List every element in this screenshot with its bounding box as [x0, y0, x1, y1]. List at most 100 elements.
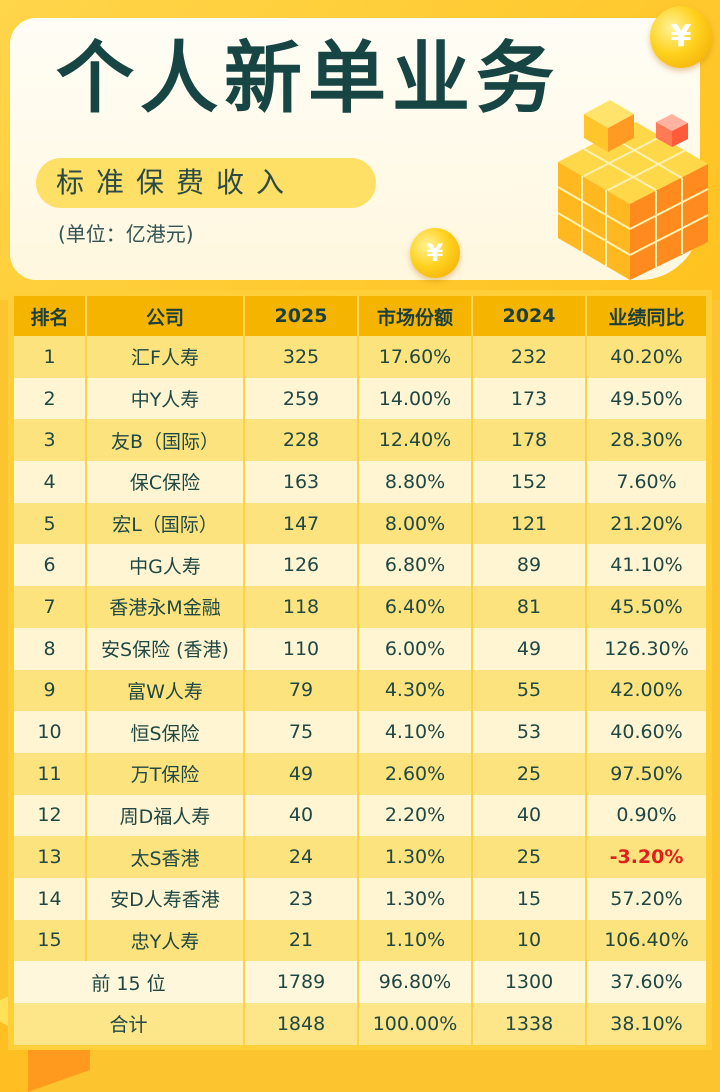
cell-rank: 12 [14, 794, 87, 837]
cell-company: 万T保险 [86, 752, 245, 795]
cell-2024: 178 [472, 419, 587, 462]
table-row: 3 友B（国际） 228 12.40% 178 28.30% [14, 419, 706, 462]
header-2024: 2024 [472, 296, 587, 336]
cell-rank: 2 [14, 377, 87, 420]
cell-share: 2.20% [358, 794, 473, 837]
cell-yoy: 28.30% [586, 419, 706, 462]
header-rank: 排名 [14, 296, 87, 336]
cell-2024: 152 [472, 461, 587, 503]
cell-yoy: 21.20% [586, 502, 706, 545]
cell-share: 8.00% [358, 502, 473, 545]
cell-yoy: 7.60% [586, 461, 706, 503]
table-row: 12 周D福人寿 40 2.20% 40 0.90% [14, 794, 706, 837]
cell-2025: 147 [244, 502, 359, 545]
ranking-table: 排名 公司 2025 市场份额 2024 业绩同比 1 汇F人寿 325 17.… [14, 296, 706, 1045]
cell-company: 安D人寿香港 [86, 877, 245, 920]
cell-yoy: 0.90% [586, 794, 706, 837]
cell-rank: 3 [14, 419, 87, 462]
summary-row-total: 合计 1848 100.00% 1338 38.10% [14, 1003, 706, 1045]
unit-label: (单位：亿港元) [58, 222, 194, 246]
cell-2024: 53 [472, 711, 587, 753]
cell-rank: 9 [14, 669, 87, 712]
table-header-row: 排名 公司 2025 市场份额 2024 业绩同比 [14, 296, 706, 336]
cell-2024: 25 [472, 836, 587, 878]
table-row: 1 汇F人寿 325 17.60% 232 40.20% [14, 336, 706, 378]
cell-2025: 259 [244, 377, 359, 420]
summary-label: 前 15 位 [14, 961, 245, 1003]
header-company: 公司 [86, 296, 245, 336]
cell-2024: 232 [472, 336, 587, 378]
cell-2024: 89 [472, 544, 587, 587]
cell-2025: 1789 [244, 961, 359, 1003]
cell-company: 宏L（国际） [86, 502, 245, 545]
cell-company: 香港永M金融 [86, 586, 245, 628]
cell-2024: 173 [472, 377, 587, 420]
cell-2024: 1300 [472, 961, 587, 1003]
cell-rank: 15 [14, 919, 87, 962]
cell-company: 周D福人寿 [86, 794, 245, 837]
cell-share: 96.80% [358, 961, 473, 1003]
cell-share: 1.30% [358, 877, 473, 920]
cell-company: 中Y人寿 [86, 377, 245, 420]
cell-share: 2.60% [358, 752, 473, 795]
table-row: 6 中G人寿 126 6.80% 89 41.10% [14, 544, 706, 587]
header-market-share: 市场份额 [358, 296, 473, 336]
cell-2024: 10 [472, 919, 587, 962]
cell-company: 忠Y人寿 [86, 919, 245, 962]
cell-share: 6.40% [358, 586, 473, 628]
summary-label: 合计 [14, 1003, 245, 1045]
cell-rank: 13 [14, 836, 87, 878]
cell-rank: 6 [14, 544, 87, 587]
cell-share: 4.10% [358, 711, 473, 753]
cell-company: 中G人寿 [86, 544, 245, 587]
table-row: 5 宏L（国际） 147 8.00% 121 21.20% [14, 502, 706, 545]
cell-share: 17.60% [358, 336, 473, 378]
coin-icon: ¥ [410, 228, 460, 278]
cube-icon [557, 100, 709, 280]
cell-2025: 49 [244, 752, 359, 795]
cell-yoy: 126.30% [586, 627, 706, 670]
cell-rank: 14 [14, 877, 87, 920]
cell-yoy: 40.20% [586, 336, 706, 378]
cell-rank: 7 [14, 586, 87, 628]
cell-2024: 40 [472, 794, 587, 837]
cell-2024: 25 [472, 752, 587, 795]
cell-rank: 11 [14, 752, 87, 795]
summary-row-top15: 前 15 位 1789 96.80% 1300 37.60% [14, 961, 706, 1003]
cell-2025: 21 [244, 919, 359, 962]
cell-rank: 10 [14, 711, 87, 753]
cell-yoy: 97.50% [586, 752, 706, 795]
cell-rank: 4 [14, 461, 87, 503]
cell-company: 恒S保险 [86, 711, 245, 753]
cell-yoy: 106.40% [586, 919, 706, 962]
cell-share: 1.30% [358, 836, 473, 878]
cell-yoy: 40.60% [586, 711, 706, 753]
table-row: 7 香港永M金融 118 6.40% 81 45.50% [14, 586, 706, 628]
header-yoy: 业绩同比 [586, 296, 706, 336]
cell-2024: 49 [472, 627, 587, 670]
cell-2025: 126 [244, 544, 359, 587]
page-subtitle: 标准保费收入 [56, 166, 297, 199]
cell-yoy: 38.10% [586, 1003, 706, 1045]
cell-yoy: 41.10% [586, 544, 706, 587]
cell-yoy: 42.00% [586, 669, 706, 712]
cell-yoy-negative: -3.20% [586, 836, 706, 878]
cell-company: 富W人寿 [86, 669, 245, 712]
cell-rank: 8 [14, 627, 87, 670]
cell-share: 4.30% [358, 669, 473, 712]
cell-company: 友B（国际） [86, 419, 245, 462]
cell-share: 12.40% [358, 419, 473, 462]
table-row: 13 太S香港 24 1.30% 25 -3.20% [14, 836, 706, 878]
table-row: 11 万T保险 49 2.60% 25 97.50% [14, 752, 706, 795]
cell-2025: 110 [244, 627, 359, 670]
table-row: 14 安D人寿香港 23 1.30% 15 57.20% [14, 877, 706, 920]
cell-yoy: 49.50% [586, 377, 706, 420]
cell-share: 6.80% [358, 544, 473, 587]
table-row: 2 中Y人寿 259 14.00% 173 49.50% [14, 377, 706, 420]
cell-2025: 24 [244, 836, 359, 878]
cell-2025: 75 [244, 711, 359, 753]
cell-share: 14.00% [358, 377, 473, 420]
cell-2025: 40 [244, 794, 359, 837]
header-2025: 2025 [244, 296, 359, 336]
table-row: 4 保C保险 163 8.80% 152 7.60% [14, 461, 706, 503]
